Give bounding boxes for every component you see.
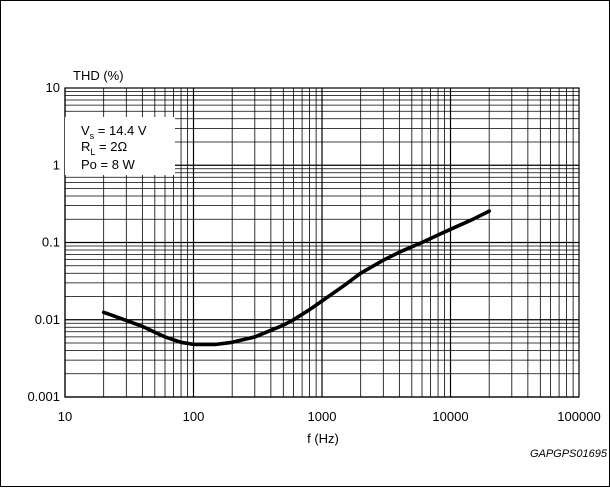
y-tick-label: 1 xyxy=(53,157,60,172)
x-axis-label: f (Hz) xyxy=(307,431,339,446)
x-tick-label: 10 xyxy=(58,409,72,424)
condition-rl-value: = 2Ω xyxy=(95,139,127,154)
x-tick-label: 100000 xyxy=(557,409,600,424)
condition-vs-value: = 14.4 V xyxy=(94,123,147,138)
y-tick-label: 0.1 xyxy=(42,235,60,250)
condition-vs: Vs = 14.4 V xyxy=(81,123,147,141)
x-tick-label: 10000 xyxy=(432,409,468,424)
condition-po: Po = 8 W xyxy=(81,157,136,172)
x-tick-label: 1000 xyxy=(308,409,337,424)
plot-area-border xyxy=(64,87,580,398)
y-tick-label: 0.001 xyxy=(27,389,60,404)
conditions-box-background xyxy=(65,117,175,175)
y-tick-label: 0.01 xyxy=(35,312,60,327)
y-tick-label: 10 xyxy=(46,80,60,95)
condition-vs-subscript: s xyxy=(90,131,95,141)
x-tick-label: 100 xyxy=(183,409,205,424)
tick-labels: 10 100 1000 10000 100000 0.001 0.01 0.1 1 10 xyxy=(27,80,600,424)
condition-rl-subscript: L xyxy=(90,147,95,157)
thd-curve xyxy=(101,209,491,347)
conditions-box: Vs = 14.4 V RL = 2Ω Po = 8 W xyxy=(65,117,175,175)
figure-code: GAPGPS01695 xyxy=(530,448,608,460)
condition-rl: RL = 2Ω xyxy=(81,139,127,157)
condition-rl-symbol: R xyxy=(81,139,90,154)
condition-vs-symbol: V xyxy=(81,123,90,138)
y-axis-label: THD (%) xyxy=(73,68,124,83)
